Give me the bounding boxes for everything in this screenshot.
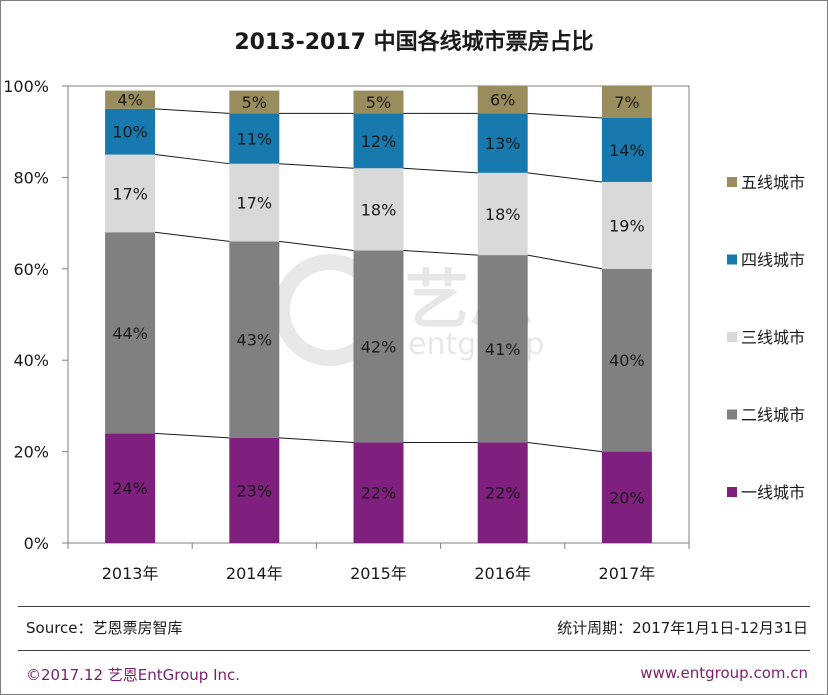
series-line [403, 167, 478, 174]
x-axis-tick-label: 2015年 [350, 564, 407, 583]
legend-label: 三线城市 [741, 328, 805, 347]
data-label: 41% [485, 340, 521, 359]
bar-segment[interactable] [353, 442, 404, 543]
bar-segment[interactable] [601, 268, 652, 452]
bar-segment[interactable] [229, 90, 280, 114]
bar-segment[interactable] [229, 113, 280, 164]
legend-swatch [727, 487, 737, 497]
y-axis-tick-label: 60% [13, 260, 49, 279]
footer-divider-bottom [18, 650, 810, 651]
data-label: 23% [237, 481, 273, 500]
data-label: 19% [609, 216, 645, 235]
data-label: 11% [237, 130, 273, 149]
data-label: 40% [609, 351, 645, 370]
bar-segment[interactable] [601, 86, 652, 118]
data-label: 42% [361, 337, 397, 356]
data-label: 18% [361, 200, 397, 219]
bar-segment[interactable] [105, 433, 156, 543]
data-label: 5% [242, 93, 267, 112]
legend-swatch [727, 254, 737, 265]
bar-segment[interactable] [229, 163, 280, 242]
x-axis-tick-label: 2014年 [226, 564, 283, 583]
data-label: 44% [112, 324, 148, 343]
bar-segment[interactable] [477, 442, 528, 543]
bar-segment[interactable] [477, 172, 528, 256]
data-label: 22% [485, 484, 521, 503]
data-label: 22% [361, 484, 397, 503]
x-axis-tick-label: 2013年 [102, 564, 159, 583]
data-label: 6% [490, 91, 515, 110]
bar-segment[interactable] [477, 86, 528, 114]
data-label: 24% [112, 479, 148, 498]
bar-segment[interactable] [477, 255, 528, 443]
data-label: 4% [117, 91, 142, 110]
data-label: 7% [614, 93, 639, 112]
series-line [155, 108, 230, 114]
bar-segment[interactable] [105, 232, 156, 434]
data-label: 5% [366, 93, 391, 112]
legend-swatch [727, 409, 737, 420]
data-label: 18% [485, 205, 521, 224]
data-label: 17% [237, 194, 273, 213]
bar-segment[interactable] [353, 113, 404, 169]
chart-title: 2013-2017 中国各线城市票房占比 [234, 30, 594, 55]
bar-segment[interactable] [229, 241, 280, 438]
y-axis-tick-label: 40% [13, 351, 49, 370]
data-label: 12% [361, 132, 397, 151]
series-line [155, 154, 230, 165]
website-link[interactable]: www.entgroup.com.cn [640, 664, 808, 682]
data-label: 20% [609, 488, 645, 507]
legend-swatch [727, 177, 737, 187]
series-line [155, 231, 230, 242]
copyright-note: ©2017.12 艺恩EntGroup Inc. [26, 666, 241, 684]
series-line [527, 441, 602, 453]
bar-segment[interactable] [601, 117, 652, 182]
legend-label: 二线城市 [741, 406, 805, 425]
data-label: 10% [112, 123, 148, 142]
y-axis-tick-label: 0% [24, 534, 49, 553]
bar-segment[interactable] [601, 451, 652, 543]
bar-segment[interactable] [105, 108, 156, 155]
x-axis-tick-label: 2016年 [474, 564, 531, 583]
series-line [527, 254, 602, 270]
x-axis-tick-label: 2017年 [599, 564, 656, 583]
period-note: 统计周期：2017年1月1日-12月31日 [557, 619, 808, 637]
bar-segment[interactable] [105, 154, 156, 233]
data-label: 43% [237, 331, 273, 350]
y-axis-tick-label: 100% [3, 77, 49, 96]
source-note: Source：艺恩票房智库 [26, 619, 183, 637]
series-line [279, 240, 354, 252]
bar-segment[interactable] [477, 113, 528, 173]
bar-segment[interactable] [229, 437, 280, 543]
series-line [155, 432, 230, 439]
bar-segment[interactable] [601, 181, 652, 269]
series-line [403, 250, 478, 256]
bar-segment[interactable] [353, 168, 404, 251]
footer-divider-top [18, 606, 810, 607]
legend-swatch [727, 332, 737, 342]
legend-label: 一线城市 [741, 483, 805, 502]
legend-label: 四线城市 [741, 251, 805, 270]
y-axis-tick-label: 20% [13, 443, 49, 462]
data-label: 14% [609, 141, 645, 160]
legend-label: 五线城市 [741, 173, 805, 192]
series-line [527, 172, 602, 183]
series-line [279, 163, 354, 169]
series-line [527, 112, 602, 119]
data-label: 17% [112, 184, 148, 203]
series-line [279, 437, 354, 443]
data-label: 13% [485, 134, 521, 153]
bar-segment[interactable] [353, 90, 404, 114]
y-axis-tick-label: 80% [13, 168, 49, 187]
bar-segment[interactable] [353, 250, 404, 443]
bar-segment[interactable] [105, 90, 156, 109]
